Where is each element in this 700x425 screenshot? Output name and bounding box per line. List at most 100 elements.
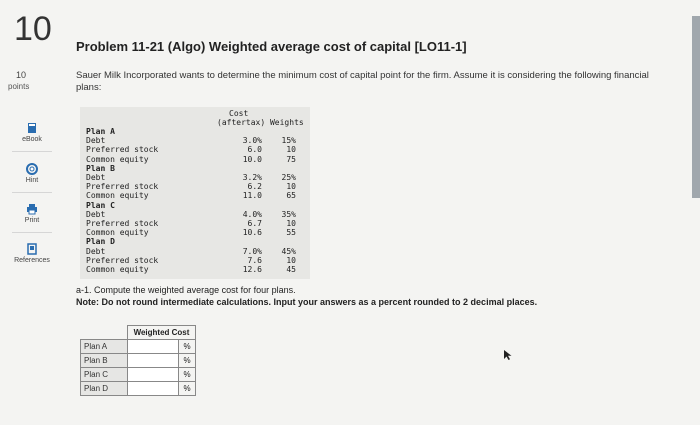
cost-value: 6.7: [247, 219, 262, 228]
book-icon: [28, 123, 36, 133]
percent-symbol: %: [178, 381, 196, 396]
plan-label: Plan B: [80, 353, 128, 368]
references-button[interactable]: References: [0, 243, 64, 264]
rounding-note: Note: Do not round intermediate calculat…: [76, 297, 538, 307]
hint-button[interactable]: Hint: [0, 163, 64, 184]
weight-value: 75: [286, 154, 296, 164]
references-icon: [27, 243, 37, 255]
weighted-cost-input[interactable]: [128, 354, 178, 367]
weight-value: 45%: [281, 246, 296, 256]
ebook-label: eBook: [22, 136, 42, 143]
weight-value: 45: [286, 265, 296, 274]
right-scroll-indicator[interactable]: [692, 16, 700, 198]
percent-symbol: %: [178, 339, 196, 354]
plan-heading-row: Plan C: [86, 201, 306, 210]
cost-value: 6.2: [247, 182, 262, 192]
cost-value: 3.2%: [242, 173, 262, 182]
cost-value: 7.6: [247, 255, 262, 265]
cost-value: 3.0%: [242, 136, 262, 146]
references-label: References: [14, 257, 50, 264]
plan-heading-row: Plan A: [86, 127, 306, 136]
weight-value: 55: [286, 228, 296, 238]
percent-symbol: %: [178, 367, 196, 382]
points-label: points: [8, 82, 30, 91]
answer-row: Plan C%: [80, 367, 196, 382]
financing-plans-table: Cost (aftertax) Weights Plan A Debt 3.0% 15…: [80, 107, 310, 279]
plan-label: Plan D: [80, 381, 128, 396]
weighted-cost-cell: [127, 381, 179, 396]
cost-value: 7.0%: [242, 246, 262, 256]
weight-value: 15%: [281, 136, 296, 146]
divider: [12, 151, 52, 152]
divider: [12, 232, 52, 233]
weighted-cost-header: Weighted Cost: [127, 325, 196, 340]
financing-row: Debt 3.0% 15%: [86, 136, 306, 145]
weighted-cost-input[interactable]: [128, 382, 178, 395]
problem-intro: Sauer Milk Incorporated wants to determi…: [76, 70, 649, 93]
financing-row: Preferred stock 7.6 10: [86, 256, 306, 265]
weighted-cost-input[interactable]: [128, 340, 178, 353]
component-label: Preferred stock: [86, 182, 159, 192]
component-label: Plan A: [86, 127, 115, 136]
component-label: Plan C: [86, 200, 115, 210]
component-label: Debt: [86, 173, 106, 182]
answer-row: Plan B%: [80, 353, 196, 368]
financing-row: Preferred stock 6.2 10: [86, 182, 306, 191]
lifebuoy-icon: [26, 163, 38, 175]
component-label: Preferred stock: [86, 219, 159, 228]
weight-value: 65: [286, 191, 296, 201]
weight-value: 10: [286, 219, 296, 228]
question-number: 10: [14, 10, 52, 48]
component-label: Plan D: [86, 237, 115, 247]
weight-value: 10: [286, 255, 296, 265]
component-label: Common equity: [86, 191, 149, 201]
cost-header: Cost: [229, 109, 249, 118]
weighted-cost-cell: [127, 367, 179, 382]
plan-heading-row: Plan B: [86, 164, 306, 173]
print-label: Print: [24, 217, 40, 224]
financing-row: Common equity 10.6 55: [86, 228, 306, 237]
cost-value: 6.0: [247, 145, 262, 155]
weighted-cost-answer-table: Weighted Cost Plan A% Plan B% Plan C% Plan …: [80, 325, 196, 396]
plan-heading-row: Plan D: [86, 237, 306, 246]
blank-header: [81, 326, 128, 340]
weighted-cost-input[interactable]: [128, 368, 178, 381]
component-label: Common equity: [86, 265, 149, 274]
cost-value: 10.0: [242, 154, 262, 164]
divider: [12, 192, 52, 193]
component-label: Preferred stock: [86, 255, 159, 265]
financing-row: Debt 7.0% 45%: [86, 247, 306, 256]
component-label: Preferred stock: [86, 145, 159, 155]
points-value: 10: [16, 70, 27, 80]
financing-row: Preferred stock 6.7 10: [86, 219, 306, 228]
financing-row: Common equity 12.6 45: [86, 265, 306, 274]
financing-row: Common equity 11.0 65: [86, 191, 306, 200]
part-a1-question: a-1. Compute the weighted average cost f…: [76, 285, 296, 295]
answer-row: Plan A%: [80, 339, 196, 354]
weighted-cost-cell: [127, 353, 179, 368]
weight-value: 10: [286, 145, 296, 155]
cost-value: 10.6: [242, 228, 262, 238]
financing-row: Preferred stock 6.0 10: [86, 145, 306, 154]
aftertax-weights-header: (aftertax) Weights: [217, 118, 304, 127]
financing-row: Common equity 10.0 75: [86, 155, 306, 164]
component-label: Plan B: [86, 163, 115, 173]
print-button[interactable]: Print: [0, 203, 64, 224]
plan-label: Plan A: [80, 339, 128, 354]
financing-row: Debt 4.0% 35%: [86, 210, 306, 219]
weighted-cost-cell: [127, 339, 179, 354]
hint-label: Hint: [25, 177, 39, 184]
answer-row: Plan D%: [80, 381, 196, 396]
component-label: Debt: [86, 246, 106, 256]
weight-value: 10: [286, 182, 296, 192]
cost-value: 12.6: [242, 265, 262, 274]
component-label: Debt: [86, 209, 106, 219]
problem-title: Problem 11-21 (Algo) Weighted average co…: [76, 39, 467, 54]
component-label: Common equity: [86, 154, 149, 164]
percent-symbol: %: [178, 353, 196, 368]
cost-value: 4.0%: [242, 209, 262, 219]
component-label: Common equity: [86, 228, 149, 238]
component-label: Debt: [86, 136, 106, 146]
weight-value: 35%: [281, 209, 296, 219]
ebook-button[interactable]: eBook: [0, 122, 64, 143]
